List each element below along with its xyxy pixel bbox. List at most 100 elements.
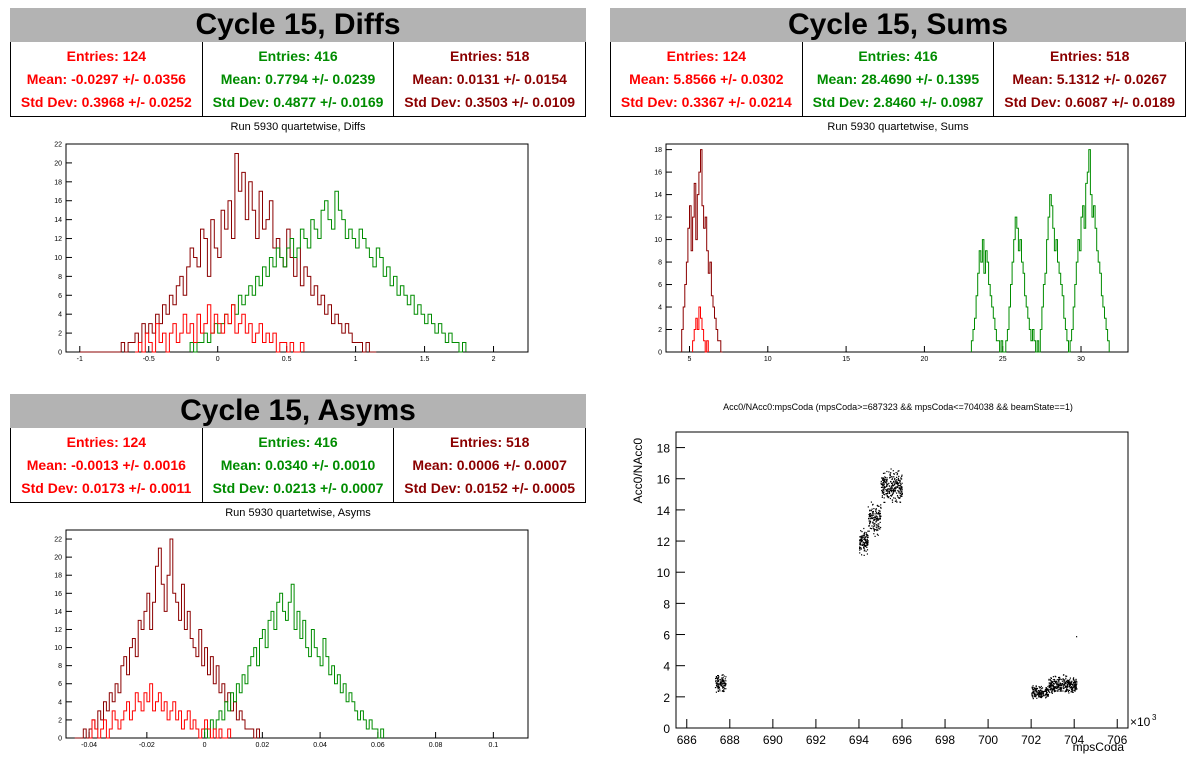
scatter-point — [892, 489, 894, 491]
scatter-point — [1032, 691, 1034, 694]
scatter-point — [893, 480, 895, 482]
scatter-point — [884, 488, 886, 490]
std-text: Std Dev: 0.6087 +/- 0.0189 — [1004, 94, 1176, 111]
scatter-point — [868, 518, 870, 520]
scatter-point — [1034, 693, 1036, 695]
x-axis-multiplier-exponent: 3 — [1152, 713, 1157, 722]
scatter-point — [1035, 688, 1037, 691]
scatter-point — [722, 679, 724, 681]
scatter-point — [896, 472, 899, 474]
scatter-point — [1057, 683, 1059, 685]
scatter-point — [859, 546, 861, 549]
scatter-point — [886, 493, 888, 495]
scatter-point — [1052, 676, 1054, 678]
scatter-point — [892, 492, 894, 495]
scatter-point — [1032, 685, 1034, 687]
scatter-point — [879, 517, 881, 519]
scatter-point — [887, 491, 889, 493]
scatter-point — [880, 504, 882, 506]
scatter-point — [1052, 681, 1054, 683]
scatter-point — [887, 490, 889, 492]
scatter-point — [876, 515, 878, 518]
scatter-point — [875, 524, 877, 526]
scatter-point — [1062, 678, 1064, 680]
x-tick-label: 0.08 — [429, 742, 443, 749]
scatter-point — [866, 534, 868, 536]
scatter-point — [1059, 690, 1061, 692]
scatter-point — [1066, 680, 1068, 682]
scatter-point — [894, 497, 896, 499]
x-tick-label: 0.5 — [282, 356, 292, 363]
y-tick-label: 14 — [54, 217, 62, 224]
scatter-point — [1075, 684, 1077, 686]
scatter-point — [1067, 685, 1069, 687]
scatter-point — [865, 535, 867, 537]
scatter-point — [883, 478, 885, 480]
mean-text: Mean: -0.0013 +/- 0.0016 — [26, 456, 186, 473]
y-tick-label: 10 — [657, 566, 671, 580]
scatter-point — [715, 676, 717, 678]
scatter-point — [1059, 685, 1061, 687]
scatter-point — [1067, 682, 1070, 684]
scatter-point — [1056, 679, 1058, 681]
scatter-point — [1041, 694, 1043, 696]
y-tick-label: 0 — [58, 736, 62, 743]
scatter-point — [1055, 684, 1058, 686]
scatter-point — [893, 497, 895, 499]
scatter-point — [1040, 685, 1042, 688]
scatter-point — [894, 477, 896, 480]
scatter-point — [899, 492, 901, 494]
scatter-point — [1073, 677, 1075, 679]
scatter-point — [879, 512, 881, 514]
y-tick-label: 6 — [58, 293, 62, 300]
scatter-point — [869, 520, 871, 522]
histogram-series — [74, 538, 260, 739]
scatter-point — [717, 682, 719, 685]
scatter-point — [1042, 690, 1044, 693]
scatter-point — [1065, 682, 1067, 685]
scatter-point — [888, 471, 890, 473]
scatter-point — [886, 482, 888, 484]
scatter-point — [863, 550, 865, 552]
scatter-point — [885, 490, 887, 492]
scatter-point — [1044, 690, 1046, 692]
scatter-point — [1075, 687, 1077, 689]
scatter-point — [875, 509, 877, 511]
scatter-point — [867, 537, 869, 539]
scatter-point — [718, 684, 720, 686]
scatter-point — [860, 538, 862, 540]
scatter-cluster — [1076, 636, 1078, 638]
entries-text: Entries: 518 — [449, 433, 530, 450]
scatter-point — [1070, 682, 1072, 684]
scatter-point — [1072, 687, 1074, 689]
scatter-point — [862, 535, 864, 537]
scatter-point — [1060, 684, 1062, 686]
scatter-point — [886, 484, 888, 486]
scatter-point — [1067, 690, 1069, 693]
scatter-point — [884, 494, 886, 496]
scatter-point — [878, 515, 881, 517]
scatter-point — [1039, 694, 1041, 696]
scatter-point — [877, 534, 879, 536]
scatter-point — [1071, 690, 1073, 692]
scatter-point — [1037, 693, 1039, 695]
diffs-title-bar: Cycle 15, Diffs — [10, 8, 586, 42]
scatter-point — [871, 525, 873, 527]
scatter-point — [1074, 686, 1076, 688]
scatter-point — [867, 544, 869, 546]
scatter-point — [869, 514, 871, 516]
scatter-point — [1049, 691, 1051, 694]
scatter-point — [896, 481, 898, 483]
scatter-point — [1066, 679, 1068, 681]
scatter-point — [897, 470, 899, 472]
scatter-point — [899, 484, 901, 487]
scatter-point — [1040, 693, 1042, 695]
scatter-point — [859, 540, 861, 542]
scatter-point — [1073, 682, 1075, 684]
scatter-point — [1055, 686, 1057, 688]
scatter-point — [901, 495, 903, 497]
scatter-point — [1040, 695, 1042, 697]
scatter-point — [720, 679, 722, 681]
scatter-point — [1064, 679, 1066, 681]
scatter-point — [716, 684, 718, 686]
